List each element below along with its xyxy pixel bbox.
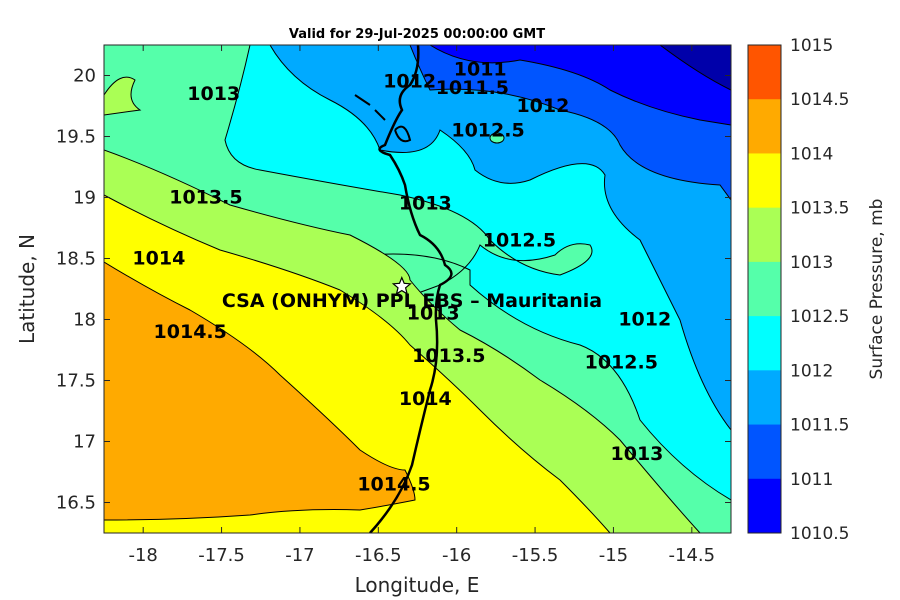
colorbar-frame [747, 44, 782, 534]
contour-label: 1012 [383, 71, 436, 93]
colorbar-tick-label: 1014.5 [790, 90, 849, 110]
contour-label: 1013.5 [412, 345, 485, 367]
contour-label: 1012 [516, 95, 569, 117]
colorbar-label: Surface Pressure, mb [867, 199, 887, 380]
contour-label: 1014 [132, 248, 185, 270]
y-tick-label: 20 [73, 66, 96, 87]
y-tick-label: 17.5 [56, 371, 96, 392]
contour-label: 1013.5 [169, 187, 242, 209]
coastline-islands [354, 94, 412, 143]
y-tick-label: 17 [73, 432, 96, 453]
colorbar-tick-label: 1013.5 [790, 199, 849, 219]
x-tick-label: -17.5 [198, 545, 245, 566]
colorbar-tick-label: 1012.5 [790, 307, 849, 327]
y-tick-label: 19 [73, 188, 96, 209]
contour-label: 1013 [611, 443, 664, 465]
colorbar-tick-label: 1013 [790, 253, 833, 273]
map-title: Valid for 29-Jul-2025 00:00:00 GMT [289, 27, 545, 42]
contour-label: 1012.5 [451, 120, 524, 142]
colorbar-band [748, 316, 781, 371]
colorbar-tick-label: 1012 [790, 361, 833, 381]
contour-label: 1011 [454, 59, 507, 81]
colorbar-band [748, 207, 781, 263]
colorbar-tick-label: 1011 [790, 470, 833, 490]
x-tick-label: -14.5 [669, 545, 716, 566]
colorbar-band [748, 99, 781, 154]
contour-label: 1014 [399, 388, 452, 410]
coastline [369, 45, 453, 533]
contour-label: 1012.5 [585, 351, 658, 373]
x-tick-label: -15 [599, 545, 628, 566]
colorbar-tick-label: 1015 [790, 36, 833, 56]
contour-label: 1011.5 [436, 77, 509, 99]
site-star [391, 276, 412, 296]
colorbar-tick-label: 1011.5 [790, 416, 849, 436]
y-tick-label: 18 [73, 310, 96, 331]
x-tick-label: -15.5 [512, 545, 559, 566]
x-axis-label: Longitude, E [355, 573, 480, 597]
colorbar-band [748, 153, 781, 209]
y-axis: 20 19.5 19 18.5 18 17.5 17 16.5 [56, 66, 731, 514]
plot-frame [103, 44, 732, 534]
colorbar-band [748, 478, 781, 534]
contour-label: 1013 [187, 83, 240, 105]
x-axis: -18 -17.5 -17 -16.5 -16 -15.5 -15 -14.5 [128, 45, 715, 566]
star-icon [391, 276, 412, 296]
site-label: CSA (ONHYM) PPL EBS – Mauritania [222, 290, 602, 312]
colorbar-ticks: 1015 1014.5 1014 1013.5 1013 1012.5 1012 1011.5… [790, 36, 849, 544]
x-tick-label: -18 [128, 545, 157, 566]
contour-label: 1013 [399, 193, 452, 215]
contour-label: 1014.5 [357, 473, 430, 495]
pressure-cell [489, 132, 505, 144]
x-tick-label: -16.5 [355, 545, 402, 566]
colorbar-band [748, 424, 781, 480]
contour-label: 1013 [407, 303, 460, 325]
colorbar-band [748, 370, 781, 426]
contour-label: 1014.5 [154, 321, 227, 343]
y-tick-label: 16.5 [56, 493, 96, 514]
band-1014-5 [104, 261, 416, 521]
y-axis-label: Latitude, N [15, 234, 39, 344]
x-tick-label: -16 [442, 545, 471, 566]
colorbar [748, 45, 781, 534]
x-tick-label: -17 [285, 545, 314, 566]
colorbar-tick-label: 1010.5 [790, 524, 849, 544]
colorbar-tick-label: 1014 [790, 144, 833, 164]
colorbar-band [748, 261, 781, 317]
contour-label: 1012.5 [483, 229, 556, 251]
colorbar-band [748, 45, 781, 100]
y-tick-label: 18.5 [56, 249, 96, 270]
contour-label: 1012 [618, 309, 671, 331]
y-tick-label: 19.5 [56, 127, 96, 148]
